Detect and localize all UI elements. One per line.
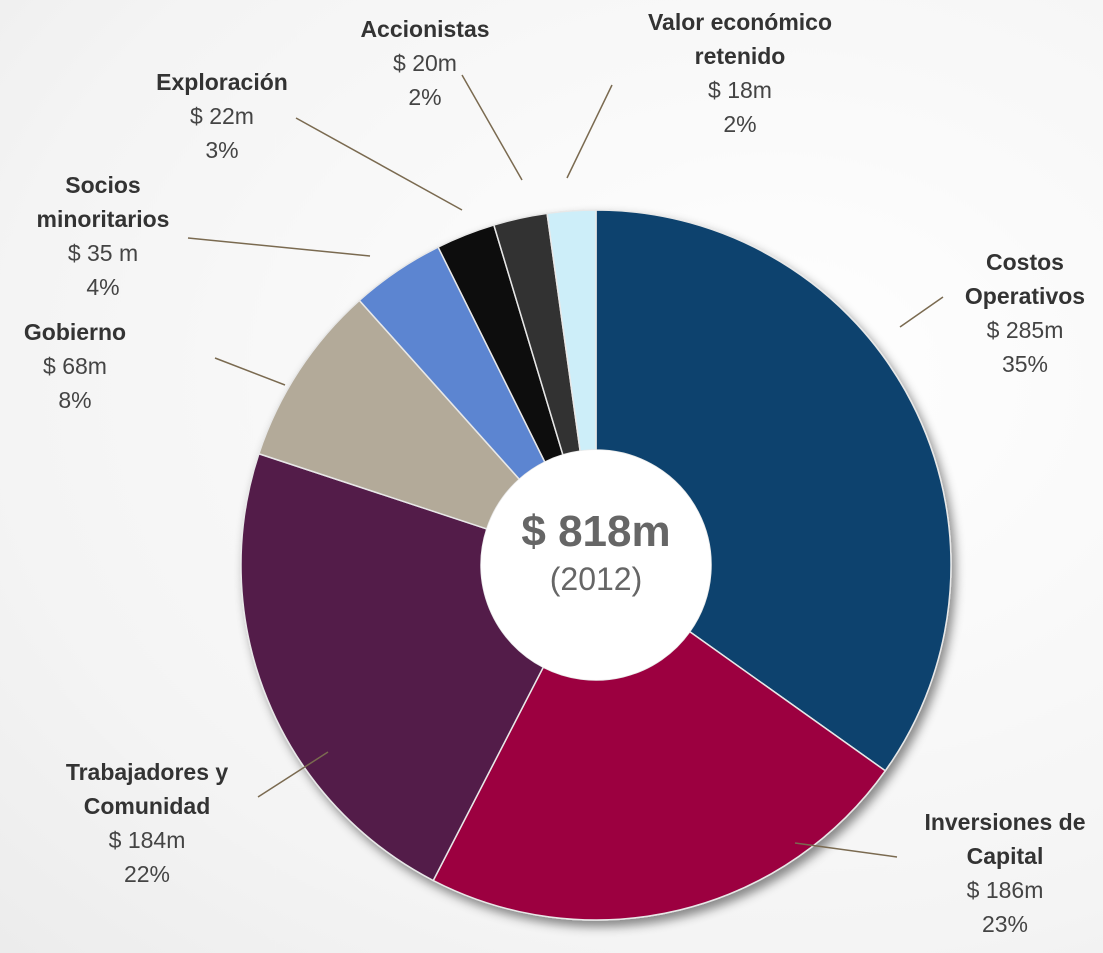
leader-line xyxy=(295,117,463,211)
leader-line xyxy=(461,74,523,181)
slice-label: Socios minoritarios $ 35 m 4% xyxy=(8,168,198,304)
percent-label: 2% xyxy=(408,84,442,110)
leader-line xyxy=(794,842,898,858)
slice-label: Accionistas $ 20m 2% xyxy=(345,12,505,114)
amount-label: $ 68m xyxy=(43,353,107,379)
category-name: Valor económico retenido xyxy=(647,9,833,69)
category-name: Inversiones de Capital xyxy=(924,809,1086,869)
category-name: Socios minoritarios xyxy=(36,172,170,232)
slice-label: Valor económico retenido $ 18m 2% xyxy=(615,5,865,141)
category-name: Costos Operativos xyxy=(964,249,1086,309)
percent-label: 22% xyxy=(123,861,171,887)
slice-label: Exploración $ 22m 3% xyxy=(132,65,312,167)
year: (2012) xyxy=(549,561,643,597)
percent-label: 2% xyxy=(723,111,757,137)
percent-label: 4% xyxy=(86,274,120,300)
donut-hole xyxy=(481,450,711,680)
amount-label: $ 18m xyxy=(708,77,772,103)
amount-label: $ 184m xyxy=(108,827,186,853)
leader-lines xyxy=(187,74,944,858)
total: $ 818m xyxy=(521,507,671,556)
leader-line xyxy=(214,357,286,386)
slice-label: Costos Operativos $ 285m 35% xyxy=(945,245,1103,381)
category-name: Exploración xyxy=(156,69,288,95)
leader-line xyxy=(257,751,329,798)
leader-line xyxy=(566,84,613,179)
slice-label: Gobierno $ 68m 8% xyxy=(0,315,150,417)
slice-label: Trabajadores y Comunidad $ 184m 22% xyxy=(22,755,272,891)
category-name: Gobierno xyxy=(23,319,127,345)
amount-label: $ 20m xyxy=(393,50,457,76)
amount-label: $ 285m xyxy=(986,317,1064,343)
center-label: $ 818m (2012) xyxy=(476,505,716,599)
leader-line xyxy=(187,237,371,257)
amount-label: $ 22m xyxy=(190,103,254,129)
percent-label: 3% xyxy=(205,137,239,163)
percent-label: 23% xyxy=(981,911,1029,937)
slice-label: Inversiones de Capital $ 186m 23% xyxy=(900,805,1103,941)
category-name: Trabajadores y Comunidad xyxy=(65,759,229,819)
donut xyxy=(240,209,952,921)
percent-label: 8% xyxy=(58,387,92,413)
amount-label: $ 186m xyxy=(966,877,1044,903)
category-name: Accionistas xyxy=(360,16,490,42)
leader-line xyxy=(899,296,944,328)
amount-label: $ 35 m xyxy=(67,240,139,266)
percent-label: 35% xyxy=(1001,351,1049,377)
